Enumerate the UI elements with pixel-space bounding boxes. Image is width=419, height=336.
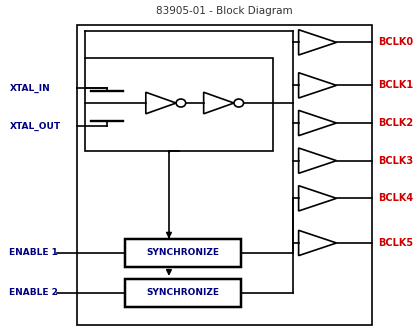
Text: 83905-01 - Block Diagram: 83905-01 - Block Diagram	[156, 6, 293, 16]
Text: BCLK0: BCLK0	[378, 37, 414, 47]
Text: BCLK1: BCLK1	[378, 80, 414, 90]
Text: ENABLE 1: ENABLE 1	[9, 248, 58, 257]
Bar	[85, 58, 273, 151]
Text: XTAL_OUT: XTAL_OUT	[9, 122, 60, 131]
Text: BCLK2: BCLK2	[378, 118, 414, 128]
Bar	[77, 25, 372, 325]
Text: BCLK3: BCLK3	[378, 156, 414, 166]
Text: SYNCHRONIZE: SYNCHRONIZE	[146, 248, 220, 257]
Text: BCLK4: BCLK4	[378, 193, 414, 203]
Bar	[125, 279, 241, 307]
Bar	[125, 239, 241, 267]
Text: SYNCHRONIZE: SYNCHRONIZE	[146, 289, 220, 297]
Bar	[96, 91, 118, 121]
Text: ENABLE 2: ENABLE 2	[9, 289, 58, 297]
Text: XTAL_IN: XTAL_IN	[9, 83, 50, 93]
Text: BCLK5: BCLK5	[378, 238, 414, 248]
